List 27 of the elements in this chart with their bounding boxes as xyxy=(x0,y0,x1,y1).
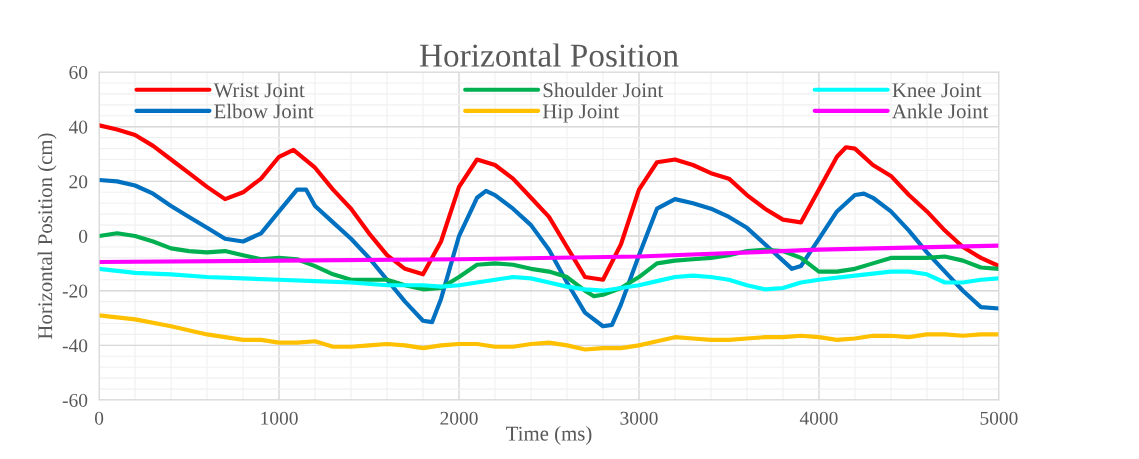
legend-label: Elbow Joint xyxy=(214,103,314,119)
x-tick-label: 1000 xyxy=(261,411,298,425)
y-tick-label: 40 xyxy=(68,120,88,134)
x-tick-label: 5000 xyxy=(980,411,1018,425)
legend-label: Ankle Joint xyxy=(892,103,989,119)
y-tick-label: -60 xyxy=(62,393,88,407)
x-tick-label: 0 xyxy=(94,411,104,425)
line-series xyxy=(99,266,999,293)
x-tick-label: 2000 xyxy=(440,411,478,425)
x-tick-label: 4000 xyxy=(799,411,838,425)
y-tick-label: -20 xyxy=(62,284,88,298)
chart-title: Horizontal Position xyxy=(419,43,679,67)
legend-label: Knee Joint xyxy=(892,83,982,98)
y-axis-title: Horizontal Position (cm) xyxy=(37,133,57,340)
line-series xyxy=(99,243,999,265)
y-tick-label: 60 xyxy=(69,65,88,79)
y-tick-label: 0 xyxy=(79,229,88,243)
x-tick-label: 3000 xyxy=(620,411,658,425)
legend-label: Shoulder Joint xyxy=(543,82,664,98)
x-axis-title: Time (ms) xyxy=(506,425,592,445)
y-tick-label: -40 xyxy=(62,339,88,353)
line-series xyxy=(99,313,999,352)
legend-label: Hip Joint xyxy=(542,104,620,123)
legend-label: Wrist Joint xyxy=(213,83,305,98)
y-tick-label: 20 xyxy=(69,175,88,189)
line-series xyxy=(99,123,999,282)
line-series xyxy=(99,177,999,329)
